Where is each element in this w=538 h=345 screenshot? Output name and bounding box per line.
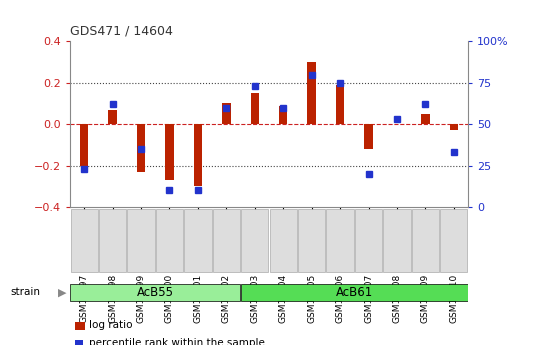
Text: GSM11001: GSM11001: [193, 274, 202, 323]
Text: AcB61: AcB61: [336, 286, 373, 298]
Bar: [241, 209, 268, 272]
Text: GSM11009: GSM11009: [421, 274, 430, 323]
Text: GSM11005: GSM11005: [307, 274, 316, 323]
Bar: [450, 124, 458, 130]
Bar: [184, 209, 211, 272]
Text: GSM11006: GSM11006: [336, 274, 345, 323]
Text: log ratio: log ratio: [89, 321, 132, 330]
Bar: [128, 209, 155, 272]
Bar: [213, 209, 240, 272]
Bar: [194, 124, 202, 186]
Bar: [270, 209, 297, 272]
Text: GSM11008: GSM11008: [392, 274, 401, 323]
Bar: [251, 93, 259, 124]
Bar: [99, 209, 126, 272]
Bar: [70, 209, 98, 272]
Text: AcB55: AcB55: [137, 286, 174, 298]
Text: ▶: ▶: [58, 287, 67, 297]
Bar: [364, 124, 373, 149]
Bar: [137, 124, 145, 172]
Text: GSM11003: GSM11003: [250, 274, 259, 323]
Text: percentile rank within the sample: percentile rank within the sample: [89, 338, 265, 345]
Bar: [80, 124, 88, 166]
Bar: [307, 62, 316, 124]
Text: GSM10997: GSM10997: [80, 274, 89, 323]
Text: GSM11007: GSM11007: [364, 274, 373, 323]
Bar: [440, 209, 468, 272]
Bar: [412, 209, 439, 272]
Text: GSM10998: GSM10998: [108, 274, 117, 323]
Bar: [222, 104, 231, 124]
Bar: [241, 284, 468, 301]
Text: GSM11002: GSM11002: [222, 274, 231, 323]
Bar: [279, 106, 287, 124]
Bar: [108, 110, 117, 124]
Bar: [165, 124, 174, 180]
Text: GSM11000: GSM11000: [165, 274, 174, 323]
Bar: [383, 209, 410, 272]
Bar: [327, 209, 354, 272]
Bar: [70, 284, 240, 301]
Bar: [156, 209, 183, 272]
Bar: [421, 114, 430, 124]
Bar: [355, 209, 382, 272]
Text: GSM11004: GSM11004: [279, 274, 288, 323]
Text: GSM10999: GSM10999: [137, 274, 146, 323]
Bar: [298, 209, 325, 272]
Text: strain: strain: [11, 287, 41, 297]
Bar: [336, 85, 344, 124]
Text: GSM11010: GSM11010: [449, 274, 458, 323]
Text: GDS471 / 14604: GDS471 / 14604: [70, 24, 173, 38]
